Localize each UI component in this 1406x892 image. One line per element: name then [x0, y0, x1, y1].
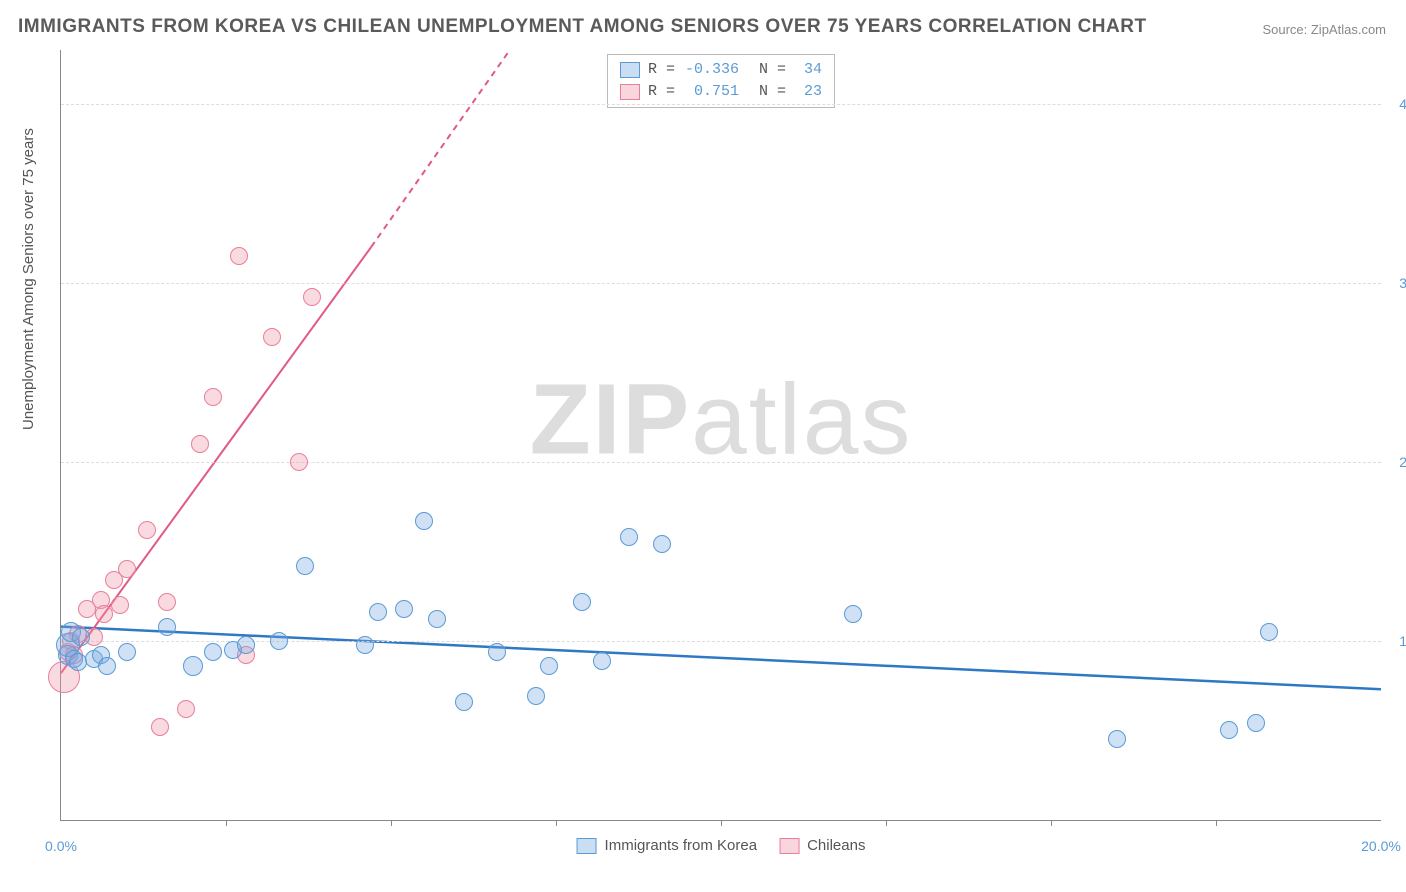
- data-point: [69, 653, 87, 671]
- data-point: [573, 593, 591, 611]
- data-point: [1260, 623, 1278, 641]
- x-tick: [1216, 820, 1217, 826]
- data-point: [488, 643, 506, 661]
- data-point: [72, 628, 90, 646]
- r-label: R =: [648, 59, 675, 81]
- data-point: [455, 693, 473, 711]
- data-point: [415, 512, 433, 530]
- data-point: [191, 435, 209, 453]
- series-legend: Immigrants from Korea Chileans: [577, 837, 866, 854]
- source-attribution: Source: ZipAtlas.com: [1262, 22, 1386, 37]
- n-label: N =: [759, 59, 786, 81]
- regression-lines-layer: [61, 50, 1381, 820]
- x-tick-label: 0.0%: [45, 838, 77, 854]
- y-tick-label: 20.0%: [1399, 454, 1406, 470]
- legend-label-pink: Chileans: [807, 837, 865, 854]
- y-tick-label: 30.0%: [1399, 275, 1406, 291]
- regression-line: [61, 627, 1381, 690]
- data-point: [844, 605, 862, 623]
- swatch-pink-icon: [620, 84, 640, 100]
- x-tick: [721, 820, 722, 826]
- data-point: [290, 453, 308, 471]
- x-tick: [391, 820, 392, 826]
- data-point: [204, 643, 222, 661]
- data-point: [593, 652, 611, 670]
- data-point: [1220, 721, 1238, 739]
- data-point: [263, 328, 281, 346]
- data-point: [428, 610, 446, 628]
- data-point: [653, 535, 671, 553]
- data-point: [356, 636, 374, 654]
- n-label: N =: [759, 81, 786, 103]
- data-point: [1108, 730, 1126, 748]
- x-tick: [886, 820, 887, 826]
- gridline-h: [61, 641, 1381, 642]
- data-point: [138, 521, 156, 539]
- x-tick: [556, 820, 557, 826]
- data-point: [237, 636, 255, 654]
- data-point: [98, 657, 116, 675]
- r-value-pink: 0.751: [683, 81, 739, 103]
- data-point: [118, 560, 136, 578]
- r-value-blue: -0.336: [683, 59, 739, 81]
- chart-title: IMMIGRANTS FROM KOREA VS CHILEAN UNEMPLO…: [18, 16, 1147, 38]
- y-tick-label: 10.0%: [1399, 633, 1406, 649]
- x-tick: [1051, 820, 1052, 826]
- swatch-blue-icon: [620, 62, 640, 78]
- data-point: [527, 687, 545, 705]
- data-point: [1247, 714, 1265, 732]
- regression-line: [371, 50, 510, 247]
- data-point: [118, 643, 136, 661]
- data-point: [395, 600, 413, 618]
- gridline-h: [61, 283, 1381, 284]
- data-point: [204, 388, 222, 406]
- data-point: [369, 603, 387, 621]
- data-point: [230, 247, 248, 265]
- chart-plot-area: ZIPatlas R = -0.336 N = 34 R = 0.751 N =…: [60, 50, 1381, 821]
- data-point: [177, 700, 195, 718]
- data-point: [270, 632, 288, 650]
- data-point: [540, 657, 558, 675]
- data-point: [158, 618, 176, 636]
- legend-label-blue: Immigrants from Korea: [605, 837, 758, 854]
- n-value-pink: 23: [794, 81, 822, 103]
- legend-item-pink: Chileans: [779, 837, 865, 854]
- legend-item-blue: Immigrants from Korea: [577, 837, 758, 854]
- data-point: [303, 288, 321, 306]
- x-tick-label: 20.0%: [1361, 838, 1401, 854]
- gridline-h: [61, 104, 1381, 105]
- data-point: [296, 557, 314, 575]
- correlation-row-blue: R = -0.336 N = 34: [620, 59, 822, 81]
- gridline-h: [61, 462, 1381, 463]
- swatch-blue-icon: [577, 838, 597, 854]
- n-value-blue: 34: [794, 59, 822, 81]
- data-point: [620, 528, 638, 546]
- y-tick-label: 40.0%: [1399, 96, 1406, 112]
- data-point: [111, 596, 129, 614]
- swatch-pink-icon: [779, 838, 799, 854]
- data-point: [151, 718, 169, 736]
- data-point: [95, 605, 113, 623]
- r-label: R =: [648, 81, 675, 103]
- y-axis-title: Unemployment Among Seniors over 75 years: [20, 128, 37, 430]
- data-point: [158, 593, 176, 611]
- data-point: [183, 656, 203, 676]
- correlation-legend: R = -0.336 N = 34 R = 0.751 N = 23: [607, 54, 835, 108]
- correlation-row-pink: R = 0.751 N = 23: [620, 81, 822, 103]
- x-tick: [226, 820, 227, 826]
